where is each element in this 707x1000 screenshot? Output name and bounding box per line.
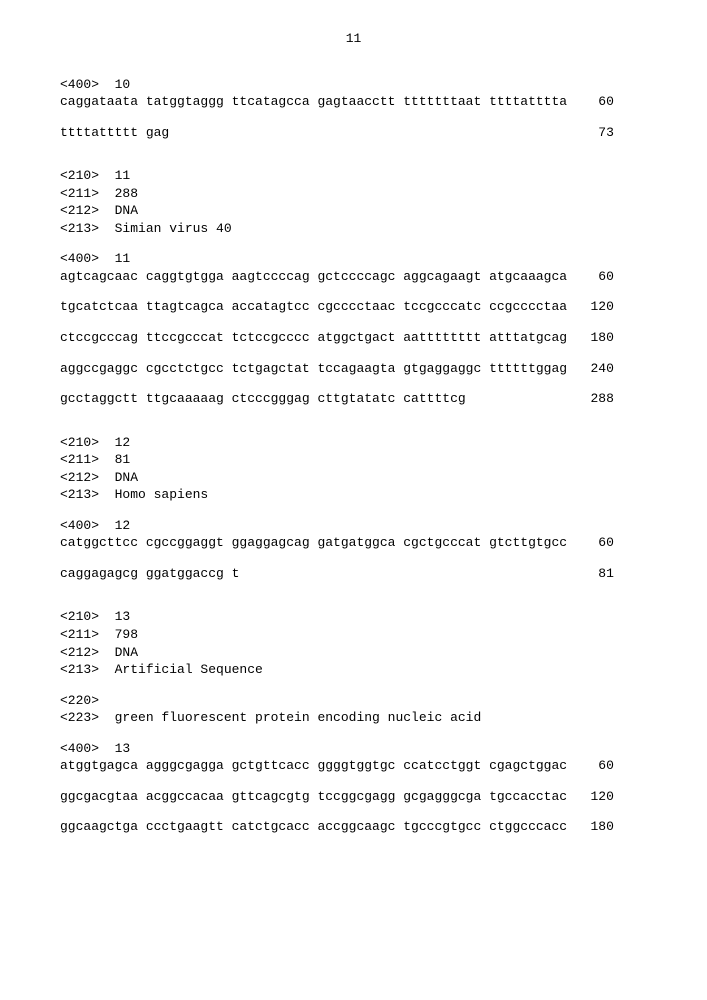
sequence-line: gcctaggctt ttgcaaaaag ctcccgggag cttgtat…: [60, 390, 647, 408]
sequence-line: aggccgaggc cgcctctgcc tctgagctat tccagaa…: [60, 360, 647, 378]
tag-212: <212> DNA: [60, 202, 647, 220]
tag-211: <211> 798: [60, 626, 647, 644]
tag-211: <211> 81: [60, 451, 647, 469]
sequence-line: tgcatctcaa ttagtcagca accatagtcc cgcccct…: [60, 298, 647, 316]
sequence-line: ctccgcccag ttccgcccat tctccgcccc atggctg…: [60, 329, 647, 347]
sequence-line: caggataata tatggtaggg ttcatagcca gagtaac…: [60, 93, 647, 111]
sequence-line: agtcagcaac caggtgtgga aagtccccag gctcccc…: [60, 268, 647, 286]
tag-210: <210> 13: [60, 608, 647, 626]
sequence-line: ggcaagctga ccctgaagtt catctgcacc accggca…: [60, 818, 647, 836]
tag-212: <212> DNA: [60, 644, 647, 662]
page: 11 <400> 10 caggataata tatggtaggg ttcata…: [0, 0, 707, 1000]
sequence-line: atggtgagca agggcgagga gctgttcacc ggggtgg…: [60, 757, 647, 775]
sequence-line: ttttattttt gag 73: [60, 124, 647, 142]
seq-header: <400> 12: [60, 517, 647, 535]
seq-header: <400> 10: [60, 76, 647, 94]
seq-header: <400> 13: [60, 740, 647, 758]
tag-212: <212> DNA: [60, 469, 647, 487]
seq-header: <400> 11: [60, 250, 647, 268]
page-number: 11: [60, 30, 647, 48]
tag-223: <223> green fluorescent protein encoding…: [60, 709, 647, 727]
sequence-line: caggagagcg ggatggaccg t 81: [60, 565, 647, 583]
tag-211: <211> 288: [60, 185, 647, 203]
tag-213: <213> Artificial Sequence: [60, 661, 647, 679]
tag-210: <210> 11: [60, 167, 647, 185]
tag-213: <213> Simian virus 40: [60, 220, 647, 238]
tag-210: <210> 12: [60, 434, 647, 452]
tag-220: <220>: [60, 692, 647, 710]
sequence-line: ggcgacgtaa acggccacaa gttcagcgtg tccggcg…: [60, 788, 647, 806]
sequence-line: catggcttcc cgccggaggt ggaggagcag gatgatg…: [60, 534, 647, 552]
tag-213: <213> Homo sapiens: [60, 486, 647, 504]
